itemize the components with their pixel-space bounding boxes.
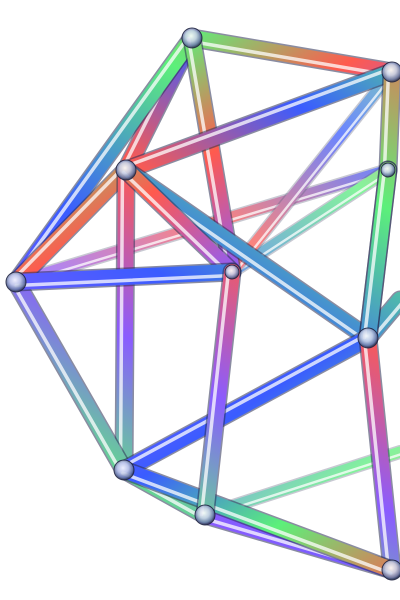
rod-body	[380, 64, 400, 178]
joint-tr	[381, 61, 400, 83]
rod-left-mid	[6, 262, 242, 292]
rod-body	[360, 162, 396, 346]
rod-highlight	[362, 336, 391, 573]
rod-highlight	[121, 170, 232, 277]
rod-highlight	[382, 70, 391, 172]
rod-highlight	[11, 165, 126, 282]
rod-body	[197, 264, 240, 523]
rod-rm-br	[358, 328, 400, 580]
rod-bl-br	[114, 460, 400, 580]
joint-br	[381, 559, 400, 581]
rod-top-tr	[182, 28, 400, 82]
rod-body	[116, 330, 376, 478]
rod-highlight	[189, 39, 394, 78]
rod-tr-r1	[378, 62, 400, 180]
rod-highlight	[14, 273, 234, 288]
rod-body	[116, 462, 400, 578]
rod-highlight	[199, 269, 231, 517]
rod-highlight	[120, 333, 369, 469]
rod-ul-left	[6, 160, 136, 292]
rod-body	[116, 162, 134, 478]
rod-highlight	[362, 167, 387, 340]
joint-mid	[224, 264, 240, 280]
joint-r1	[380, 162, 396, 178]
rod-highlight	[121, 471, 393, 576]
rod-rm-bl	[114, 328, 378, 480]
joint-ul	[115, 159, 137, 181]
joint-left	[5, 271, 27, 293]
rod-body	[8, 264, 240, 290]
rod-body	[184, 30, 400, 80]
rod-body	[226, 66, 398, 278]
rod-ul-bl	[114, 160, 136, 480]
rod-r1-rm	[358, 160, 398, 348]
rod-highlight	[11, 34, 191, 282]
joint-top	[181, 27, 203, 49]
joint-rm	[357, 327, 379, 349]
rod-highlight	[123, 66, 393, 169]
rod-highlight	[118, 168, 125, 472]
joint-bl	[113, 459, 135, 481]
rod-body	[8, 162, 134, 290]
rod-mid-bc	[195, 262, 242, 525]
front-edges	[6, 28, 400, 580]
rod-mid-tr	[225, 65, 399, 279]
rod-body	[8, 274, 132, 478]
joint-bc	[194, 504, 216, 526]
rod-tr-ul	[116, 62, 400, 180]
rod-body	[118, 64, 400, 178]
rod-body	[360, 330, 400, 578]
rod-ul-mid	[116, 160, 242, 282]
rod-highlight	[232, 72, 396, 275]
joints	[5, 27, 400, 581]
rod-highlight	[11, 281, 123, 474]
rod-left-bl	[6, 272, 134, 480]
rod-body	[118, 162, 240, 280]
